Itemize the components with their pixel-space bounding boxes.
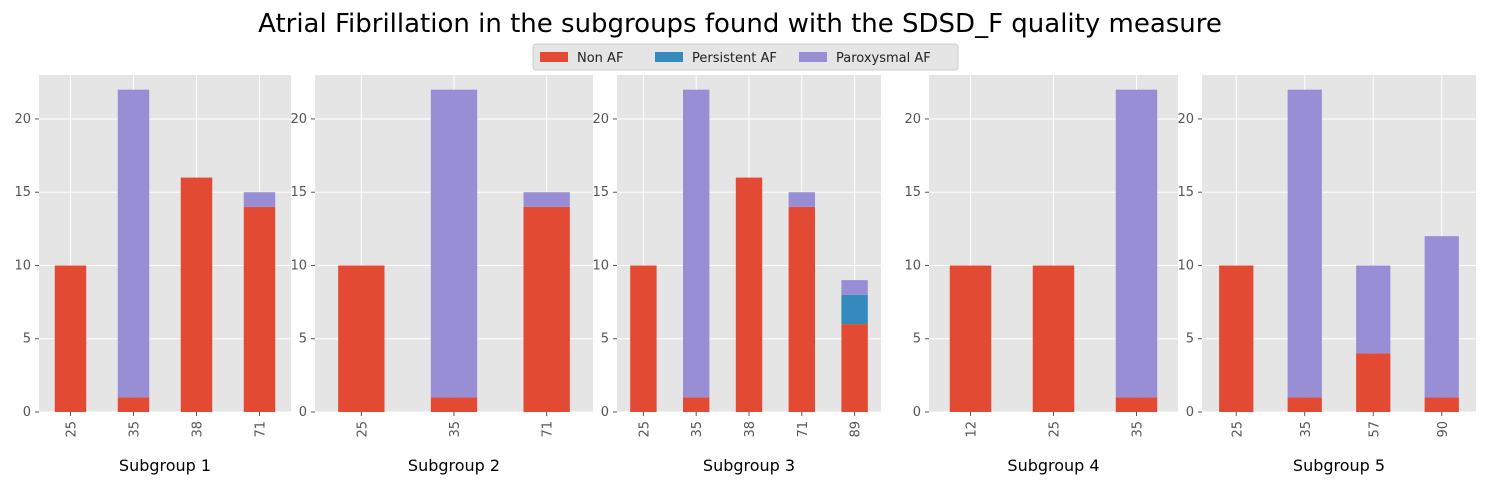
bar-segment-non-af [788,206,815,412]
bar-segment-paroxysmal-af [523,192,570,207]
bar-segment-non-af [243,206,276,412]
x-tick-label: 35 [690,421,705,438]
bar-segment-non-af [1219,265,1254,412]
bar-segment-non-af [430,397,478,412]
subplot-2: 0 5 10 15 20 25 35 71 Subgroup 2 [290,75,593,475]
y-tick-label: 15 [290,185,307,200]
x-tick-label: 35 [448,421,463,438]
legend-entry-3: Paroxysmal AF [836,51,931,66]
y-tick-label: 20 [1177,112,1194,127]
y-tick-label: 10 [904,258,921,273]
x-tick-label: 71 [254,421,269,438]
bar-segment-non-af [117,397,150,412]
x-axis-label: Subgroup 1 [119,456,211,475]
legend-frame [532,43,959,71]
bar-segment-paroxysmal-af [1356,265,1391,354]
bar-segment-paroxysmal-af [1115,89,1158,398]
bar-segment-non-af [523,206,570,412]
y-tick-label: 5 [23,332,31,347]
x-axis-label: Subgroup 3 [703,456,795,475]
bar-segment-non-af [630,265,657,412]
y-tick-label: 0 [601,405,609,420]
bar-segment-non-af [1287,397,1322,412]
x-tick-label: 38 [191,421,206,438]
x-tick-label: 90 [1436,421,1451,438]
x-axis-label: Subgroup 2 [408,456,500,475]
legend-swatch-2 [655,52,683,62]
bar-segment-non-af [949,265,992,412]
bar-segment-non-af [1115,397,1158,412]
bar-segment-paroxysmal-af [243,192,276,207]
x-tick-label: 57 [1367,421,1382,438]
subplots: 0 5 10 15 20 25 35 38 71 Subgroup 1 0 5 10 15 20 25 35 71… [14,75,1476,475]
bar-segment-paroxysmal-af [841,280,868,295]
y-tick-label: 5 [913,332,921,347]
subplot-1: 0 5 10 15 20 25 35 38 71 Subgroup 1 [14,75,291,475]
bar-segment-non-af [54,265,87,412]
bar-segment-non-af [683,397,710,412]
bar-segment-non-af [1356,353,1391,412]
legend-swatch-3 [799,52,827,62]
bar-segment-paroxysmal-af [1287,89,1322,398]
x-tick-label: 38 [743,421,758,438]
x-tick-label: 25 [1230,421,1245,438]
y-tick-label: 15 [904,185,921,200]
subplot-4: 0 5 10 15 20 12 25 35 Subgroup 4 [904,75,1178,475]
bar-segment-paroxysmal-af [683,89,710,398]
x-tick-label: 25 [65,421,80,438]
bar-segment-paroxysmal-af [788,192,815,207]
y-tick-label: 10 [592,258,609,273]
y-tick-label: 5 [601,332,609,347]
bar-segment-non-af [1032,265,1075,412]
y-tick-label: 5 [1186,332,1194,347]
x-tick-label: 35 [1299,421,1314,438]
x-tick-label: 71 [541,421,556,438]
y-tick-label: 10 [14,258,31,273]
y-tick-label: 0 [1186,405,1194,420]
bar-segment-non-af [338,265,385,412]
y-tick-label: 15 [1177,185,1194,200]
y-tick-label: 10 [290,258,307,273]
x-tick-label: 25 [1048,421,1063,438]
y-tick-label: 15 [14,185,31,200]
y-tick-label: 20 [904,112,921,127]
x-tick-label: 35 [128,421,143,438]
x-axis-label: Subgroup 5 [1293,456,1385,475]
y-tick-label: 5 [299,332,307,347]
x-tick-label: 35 [1131,421,1146,438]
subplot-5: 0 5 10 15 20 25 35 57 90 Subgroup 5 [1177,75,1476,475]
x-tick-label: 12 [965,421,980,438]
x-axis-label: Subgroup 4 [1007,456,1099,475]
chart-title: Atrial Fibrillation in the subgroups fou… [258,9,1222,39]
bar-segment-non-af [1424,397,1459,412]
y-tick-label: 20 [290,112,307,127]
bar-segment-non-af [841,324,868,412]
y-tick-label: 10 [1177,258,1194,273]
y-tick-label: 0 [913,405,921,420]
legend: Non AF Persistent AF Paroxysmal AF [532,43,959,71]
legend-swatch-1 [540,52,568,62]
x-tick-label: 25 [637,421,652,438]
y-tick-label: 20 [592,112,609,127]
bar-segment-paroxysmal-af [1424,236,1459,398]
subplot-3: 0 5 10 15 20 25 35 38 71 89 Subgroup 3 [592,75,881,475]
legend-entry-2: Persistent AF [692,51,777,66]
bar-segment-paroxysmal-af [117,89,150,398]
bar-segment-paroxysmal-af [430,89,478,398]
y-tick-label: 15 [592,185,609,200]
x-tick-label: 71 [796,421,811,438]
bar-segment-non-af [180,177,213,412]
bar-segment-non-af [735,177,763,412]
y-tick-label: 0 [299,405,307,420]
legend-entry-1: Non AF [577,51,623,66]
x-tick-label: 25 [355,421,370,438]
y-tick-label: 20 [14,112,31,127]
y-tick-label: 0 [23,405,31,420]
x-tick-label: 89 [849,421,864,438]
bar-segment-persistent-af [841,294,868,325]
